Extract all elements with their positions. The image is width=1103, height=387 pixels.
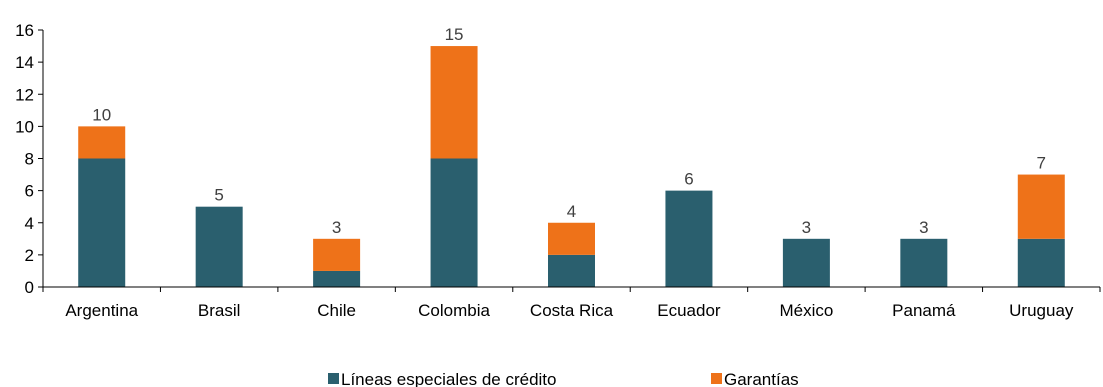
y-tick-label: 8 xyxy=(25,150,34,169)
bar-total-label: 15 xyxy=(445,25,464,44)
bar-segment-lineas-credito xyxy=(548,254,595,287)
x-category-label: México xyxy=(779,301,833,320)
bar-segment-lineas-credito xyxy=(1017,238,1065,287)
bar-segment-lineas-credito xyxy=(313,270,361,287)
plot-area: 10 5 3 15 4 6 3 3 7 xyxy=(78,25,1065,287)
bar-total-label: 5 xyxy=(214,186,223,205)
x-category-label: Panamá xyxy=(892,301,956,320)
y-tick-label: 14 xyxy=(15,53,34,72)
bar-total-label: 7 xyxy=(1037,154,1046,173)
legend-label: Líneas especiales de crédito xyxy=(341,370,556,387)
axes: 0 2 4 6 8 10 12 14 16 Argentina Brasil Chile Colombi… xyxy=(15,21,1101,320)
legend-label: Garantías xyxy=(724,370,799,387)
bar-segment-lineas-credito xyxy=(195,206,243,287)
bar-total-label: 4 xyxy=(567,202,576,221)
bar-segment-garantias xyxy=(430,46,478,159)
y-tick-label: 2 xyxy=(25,246,34,265)
bar-total-label: 3 xyxy=(919,218,928,237)
bar-segment-lineas-credito xyxy=(78,158,126,287)
x-category-label: Uruguay xyxy=(1009,301,1074,320)
legend-swatch xyxy=(328,373,339,384)
x-category-label: Brasil xyxy=(198,301,241,320)
bar-segment-lineas-credito xyxy=(430,158,478,287)
bar-segment-garantias xyxy=(548,222,595,255)
bar-segment-garantias xyxy=(78,126,126,159)
bar-total-label: 3 xyxy=(332,218,341,237)
y-tick-label: 0 xyxy=(25,278,34,297)
y-tick-label: 6 xyxy=(25,182,34,201)
legend: Líneas especiales de crédito Garantías xyxy=(328,370,799,387)
y-tick-label: 16 xyxy=(15,21,34,40)
bar-total-label: 10 xyxy=(92,105,111,124)
x-category-label: Colombia xyxy=(418,301,490,320)
bar-total-label: 3 xyxy=(802,218,811,237)
y-tick-label: 4 xyxy=(25,214,34,233)
x-category-label: Chile xyxy=(317,301,356,320)
bar-total-label: 6 xyxy=(684,170,693,189)
bar-segment-lineas-credito xyxy=(665,190,713,287)
y-tick-label: 10 xyxy=(15,117,34,136)
bar-segment-garantias xyxy=(313,238,361,271)
x-category-label: Costa Rica xyxy=(530,301,614,320)
y-tick-label: 12 xyxy=(15,85,34,104)
bar-segment-garantias xyxy=(1017,174,1065,239)
legend-swatch xyxy=(711,373,722,384)
bar-segment-lineas-credito xyxy=(782,238,830,287)
x-category-label: Argentina xyxy=(65,301,138,320)
x-category-label: Ecuador xyxy=(657,301,721,320)
bar-segment-lineas-credito xyxy=(900,238,948,287)
